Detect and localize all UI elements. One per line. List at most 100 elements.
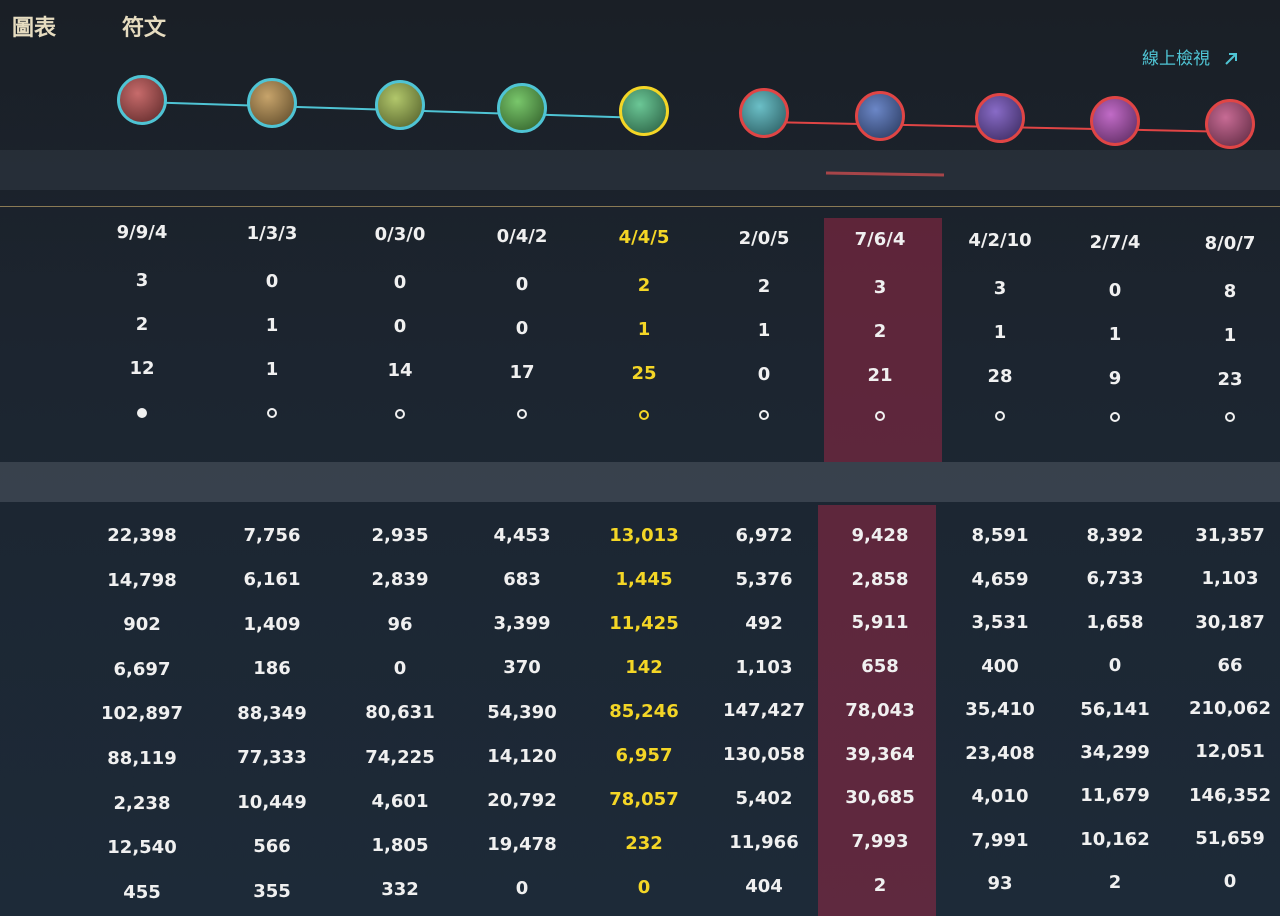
stat-value: 11,966: [729, 831, 799, 853]
stat-value: 30,685: [845, 787, 915, 809]
status-dot: [759, 410, 769, 421]
stat-value: 0: [757, 364, 771, 385]
stat-value: 23,408: [965, 742, 1035, 764]
stat-value: 400: [981, 655, 1019, 677]
stat-value: 1,103: [1201, 568, 1259, 590]
stat-value: 8: [1223, 280, 1237, 302]
stat-value: 1: [757, 320, 771, 341]
stat-value: 13,013: [609, 525, 679, 546]
stat-value: 6,972: [735, 525, 793, 546]
kda: 7/6/4: [854, 229, 906, 251]
stat-value: 85,246: [609, 701, 679, 722]
stat-value: 2: [637, 274, 651, 296]
stat-value: 1: [265, 359, 279, 381]
stat-value: 96: [387, 613, 413, 635]
stat-value: 0: [1108, 279, 1122, 301]
stat-value: 7,756: [243, 525, 301, 546]
stat-value: 5,402: [735, 788, 793, 810]
stat-value: 1: [1108, 323, 1122, 345]
stat-value: 0: [515, 317, 529, 339]
status-dot: [517, 409, 527, 420]
kda: 9/9/4: [116, 222, 168, 243]
stat-value: 10,162: [1080, 828, 1150, 850]
stat-value: 0: [1108, 655, 1122, 677]
champion-portrait: [855, 90, 905, 141]
stat-value: 370: [503, 657, 541, 679]
status-dot: [875, 410, 885, 421]
stat-value: 8,392: [1086, 525, 1144, 546]
stat-value: 4,601: [371, 790, 429, 812]
divider-band: [0, 462, 1280, 502]
stat-value: 7,993: [851, 830, 909, 852]
stat-value: 6,957: [615, 745, 673, 766]
kda: 4/2/10: [968, 230, 1032, 252]
stat-value: 3,531: [971, 612, 1029, 634]
stat-value: 147,427: [723, 700, 805, 722]
stat-value: 6,697: [113, 658, 171, 680]
stat-value: 1: [637, 318, 651, 340]
champion-portrait: [1205, 98, 1255, 149]
stat-value: 88,349: [237, 702, 307, 724]
kda: 4/4/5: [618, 226, 670, 248]
status-dot: [137, 408, 147, 418]
stat-value: 35,410: [965, 699, 1035, 721]
stat-value: 0: [515, 273, 529, 295]
status-dot: [639, 409, 649, 420]
stat-value: 902: [123, 614, 161, 636]
stat-value: 492: [745, 612, 783, 634]
stat-value: 1,409: [243, 613, 301, 635]
stat-value: 3,399: [493, 613, 551, 635]
stat-value: 9: [1108, 367, 1122, 389]
stat-value: 142: [625, 657, 663, 678]
stat-value: 51,659: [1195, 827, 1265, 849]
status-dot: [1110, 411, 1120, 422]
stat-value: 332: [381, 879, 419, 901]
stat-value: 78,057: [609, 789, 679, 810]
tab[interactable]: 圖表: [12, 16, 57, 41]
stat-value: 3: [873, 277, 887, 299]
stat-value: 6,161: [243, 569, 301, 591]
kda: 0/3/0: [374, 224, 426, 246]
champion-portrait: [975, 93, 1025, 144]
stat-value: 4,453: [493, 525, 551, 546]
champion-portrait: [739, 88, 789, 139]
stat-value: 12,540: [107, 837, 177, 859]
stat-value: 20,792: [487, 789, 557, 811]
stat-value: 0: [393, 316, 407, 338]
stat-value: 34,299: [1080, 742, 1150, 763]
link-text[interactable]: 線上檢視: [1142, 49, 1210, 69]
stat-value: 77,333: [237, 747, 307, 769]
stat-value: 0: [393, 657, 407, 679]
stat-value: 232: [625, 833, 663, 854]
stat-value: 12,051: [1195, 741, 1265, 763]
highlight-column: [818, 505, 936, 916]
stat-value: 8,591: [971, 525, 1029, 546]
stat-value: 54,390: [487, 701, 557, 723]
stat-value: 130,058: [723, 744, 805, 766]
stat-value: 1: [993, 322, 1007, 344]
stat-value: 31,357: [1195, 525, 1265, 546]
stat-value: 74,225: [365, 746, 435, 768]
status-dot: [395, 408, 405, 419]
highlight-column: [824, 218, 942, 462]
stat-value: 66: [1217, 654, 1243, 676]
stat-value: 17: [509, 361, 535, 383]
stat-value: 56,141: [1080, 698, 1150, 720]
kda: 0/4/2: [496, 225, 548, 247]
kda: 8/0/7: [1204, 232, 1256, 254]
stat-value: 2,839: [371, 569, 429, 591]
stat-value: 2,935: [371, 525, 429, 546]
stat-value: 1,445: [615, 569, 673, 590]
stat-value: 3: [993, 278, 1007, 300]
stat-value: 2,238: [113, 792, 171, 814]
stat-value: 30,187: [1195, 611, 1265, 633]
tab[interactable]: 符文: [122, 16, 167, 41]
divider-line: [0, 206, 1280, 207]
stat-value: 39,364: [845, 743, 915, 765]
stat-value: 2: [873, 874, 887, 896]
online-view-link[interactable]: 線上檢視: [1142, 44, 1239, 69]
stat-value: 683: [503, 569, 541, 591]
arrow-icon: [1225, 53, 1238, 65]
stat-value: 0: [1223, 871, 1237, 892]
